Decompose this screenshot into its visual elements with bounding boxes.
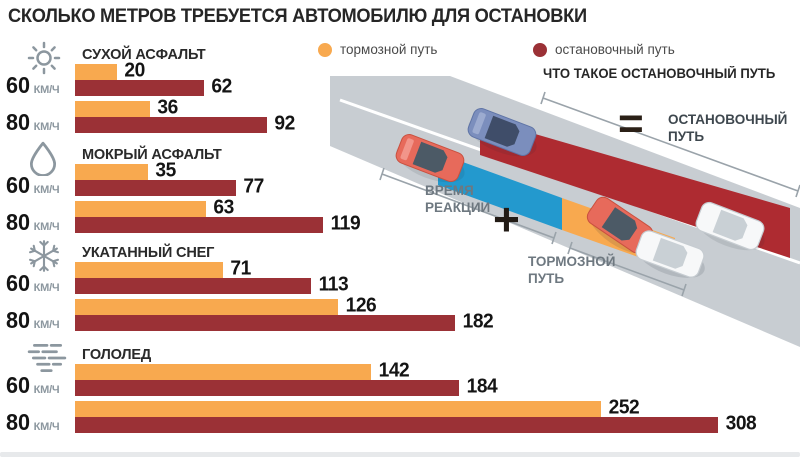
bar-value: 126 <box>345 294 377 317</box>
speed-unit: КМ/Ч <box>33 421 60 433</box>
bar-value: 63 <box>213 196 234 219</box>
condition-label: ГОЛОЛЕД <box>82 346 152 363</box>
bar-stopping: 308 <box>75 413 757 435</box>
stopping-distance-diagram: ЧТО ТАКОЕ ОСТАНОВОЧНЫЙ ПУТЬ ВРЕМЯ РЕАКЦИ… <box>330 58 800 350</box>
road-illustration <box>330 76 800 347</box>
speed-value: 80 <box>6 409 31 435</box>
legend-label: остановочный путь <box>555 42 675 57</box>
bar-braking: 142 <box>75 360 410 382</box>
braking-path-label: ТОРМОЗНОЙ ПУТЬ <box>528 254 616 286</box>
chart-section: ГОЛОЛЕД 142 184 60 КМ/Ч 252 308 80 КМ/Ч <box>0 344 800 438</box>
speed-unit: КМ/Ч <box>33 221 60 233</box>
speed-unit: КМ/Ч <box>33 84 60 96</box>
speed-value: 80 <box>6 307 31 333</box>
speed-value: 60 <box>6 270 31 296</box>
sun-icon <box>26 40 66 76</box>
bar-value: 119 <box>330 212 361 235</box>
bar-stopping: 92 <box>75 113 295 135</box>
equals-icon: = <box>618 99 644 148</box>
bar-braking: 71 <box>75 258 251 280</box>
condition-label: МОКРЫЙ АСФАЛЬТ <box>82 146 222 163</box>
speed-label: 60 КМ/Ч <box>6 271 74 295</box>
speed-unit: КМ/Ч <box>33 121 60 133</box>
speed-value: 60 <box>6 372 31 398</box>
snowflake-icon <box>26 238 66 274</box>
bar-value: 62 <box>211 75 232 98</box>
ice-icon <box>26 340 67 376</box>
white-car-crashed-icon <box>635 230 705 278</box>
reaction-bracket <box>379 167 557 245</box>
braking-bracket <box>567 241 687 297</box>
bar-braking: 63 <box>75 197 234 219</box>
bar-value: 113 <box>318 273 349 296</box>
bar-stopping: 184 <box>75 376 498 398</box>
water-drop-icon <box>26 140 66 177</box>
condition-label: СУХОЙ АСФАЛЬТ <box>82 46 206 63</box>
speed-label: 80 КМ/Ч <box>6 210 74 234</box>
reaction-time-label: ВРЕМЯ РЕАКЦИИ <box>425 183 491 215</box>
speed-unit: КМ/Ч <box>33 282 60 294</box>
red-car-driving-icon <box>395 134 465 183</box>
chart-section: УКАТАННЫЙ СНЕГ 71 113 60 КМ/Ч 126 182 80 КМ/Ч <box>0 240 800 336</box>
bar-braking: 35 <box>75 160 176 182</box>
bar-value: 71 <box>230 257 251 280</box>
plus-icon: + <box>493 193 520 245</box>
bar-braking: 36 <box>75 97 178 119</box>
bar-value: 20 <box>124 59 145 82</box>
bar-braking: 126 <box>75 295 377 317</box>
speed-label: 60 КМ/Ч <box>6 373 74 397</box>
speed-value: 60 <box>6 172 31 198</box>
speed-value: 60 <box>6 72 31 98</box>
chart-section: МОКРЫЙ АСФАЛЬТ 35 77 60 КМ/Ч 63 119 80 КМ/Ч <box>0 141 800 238</box>
bar-stopping: 119 <box>75 213 361 235</box>
speed-value: 80 <box>6 209 31 235</box>
speed-unit: КМ/Ч <box>33 184 60 196</box>
bar-stopping: 62 <box>75 76 232 98</box>
bar-value: 35 <box>155 159 176 182</box>
speed-unit: КМ/Ч <box>33 384 60 396</box>
speed-label: 60 КМ/Ч <box>6 173 74 197</box>
bar-braking: 252 <box>75 397 640 419</box>
red-car-crashed-icon <box>586 196 654 254</box>
condition-label: УКАТАННЫЙ СНЕГ <box>82 244 215 261</box>
speed-unit: КМ/Ч <box>33 319 60 331</box>
legend-item-stopping: остановочный путь <box>533 42 675 57</box>
bar-value: 252 <box>608 396 640 419</box>
bar-value: 184 <box>466 375 498 398</box>
stopping-bracket <box>540 91 800 198</box>
speed-value: 80 <box>6 109 31 135</box>
bar-value: 77 <box>243 175 264 198</box>
speed-label: 60 КМ/Ч <box>6 73 74 97</box>
white-car-stopped-icon <box>695 201 765 251</box>
reaction-stripe <box>438 153 562 230</box>
bar-stopping: 182 <box>75 311 494 333</box>
diagram-title: ЧТО ТАКОЕ ОСТАНОВОЧНЫЙ ПУТЬ <box>543 66 776 81</box>
chart-section: СУХОЙ АСФАЛЬТ 20 62 60 КМ/Ч 36 92 80 КМ/Ч <box>0 41 800 138</box>
bar-value: 36 <box>157 96 178 119</box>
speed-label: 80 КМ/Ч <box>6 110 74 134</box>
legend-label: тормозной путь <box>340 42 438 57</box>
bar-value: 142 <box>378 359 410 382</box>
stopping-path-label: ОСТАНОВОЧНЫЙ ПУТЬ <box>668 112 788 144</box>
bar-value: 182 <box>462 310 494 333</box>
page-title: СКОЛЬКО МЕТРОВ ТРЕБУЕТСЯ АВТОМОБИЛЮ ДЛЯ … <box>8 6 587 27</box>
bottom-strip <box>0 452 800 457</box>
blue-car-driving-icon <box>467 108 537 157</box>
legend-item-braking: тормозной путь <box>318 42 437 57</box>
braking-legend-dot-icon <box>318 42 332 57</box>
bar-value: 92 <box>274 112 295 135</box>
bar-braking: 20 <box>75 60 145 82</box>
speed-label: 80 КМ/Ч <box>6 410 74 434</box>
bar-value: 308 <box>725 412 757 435</box>
bar-stopping: 113 <box>75 274 349 296</box>
speed-label: 80 КМ/Ч <box>6 308 74 332</box>
bar-stopping: 77 <box>75 176 264 198</box>
stopping-legend-dot-icon <box>533 42 547 57</box>
